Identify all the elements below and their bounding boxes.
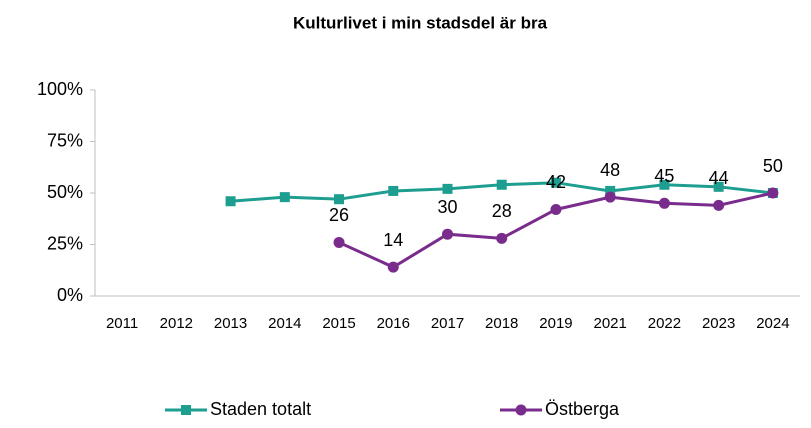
- point: [442, 228, 453, 240]
- point: [550, 177, 561, 188]
- point: [388, 185, 399, 196]
- point: [604, 191, 616, 203]
- point: [387, 261, 399, 273]
- x-tick-label: 2024: [756, 315, 789, 332]
- x-tick-label: 2016: [377, 315, 410, 332]
- x-tick-label: 2012: [160, 315, 193, 332]
- y-tick-label: 100%: [37, 79, 83, 99]
- point: [713, 199, 725, 211]
- data-label: 48: [600, 160, 620, 180]
- legend-label: Östberga: [545, 399, 620, 419]
- legend-marker: [181, 405, 191, 415]
- point: [333, 236, 345, 248]
- point: [767, 187, 779, 199]
- x-tick-label: 2017: [431, 315, 464, 332]
- y-tick-label: 25%: [47, 233, 83, 253]
- y-tick-label: 50%: [47, 182, 83, 202]
- point: [496, 232, 508, 244]
- data-label: 44: [709, 168, 729, 188]
- y-tick-label: 0%: [57, 285, 83, 305]
- chart-title: Kulturlivet i min stadsdel är bra: [293, 13, 548, 32]
- x-tick-label: 2013: [214, 315, 247, 332]
- point: [496, 179, 507, 190]
- x-tick-label: 2018: [485, 315, 518, 332]
- point: [550, 203, 562, 215]
- point: [659, 179, 670, 190]
- point: [713, 181, 724, 192]
- data-label: 50: [763, 156, 783, 176]
- data-label: 26: [329, 205, 349, 225]
- data-label: 42: [546, 172, 566, 192]
- x-tick-label: 2019: [539, 315, 572, 332]
- data-label: 14: [383, 230, 403, 250]
- legend-marker: [515, 404, 527, 416]
- point: [442, 183, 453, 194]
- x-tick-label: 2011: [106, 315, 138, 332]
- x-tick-label: 2023: [702, 315, 735, 332]
- data-label: 30: [437, 197, 457, 217]
- x-tick-label: 2015: [322, 315, 355, 332]
- point: [279, 192, 290, 203]
- x-tick-label: 2022: [648, 315, 681, 332]
- x-tick-label: 2021: [594, 315, 627, 332]
- data-label: 28: [492, 201, 512, 221]
- x-tick-label: 2014: [268, 315, 301, 332]
- point: [658, 197, 670, 209]
- legend-label: Staden totalt: [210, 399, 311, 419]
- point: [225, 196, 236, 207]
- y-tick-label: 75%: [47, 130, 83, 150]
- point: [334, 194, 345, 205]
- data-label: 45: [654, 166, 674, 186]
- point: [605, 185, 616, 196]
